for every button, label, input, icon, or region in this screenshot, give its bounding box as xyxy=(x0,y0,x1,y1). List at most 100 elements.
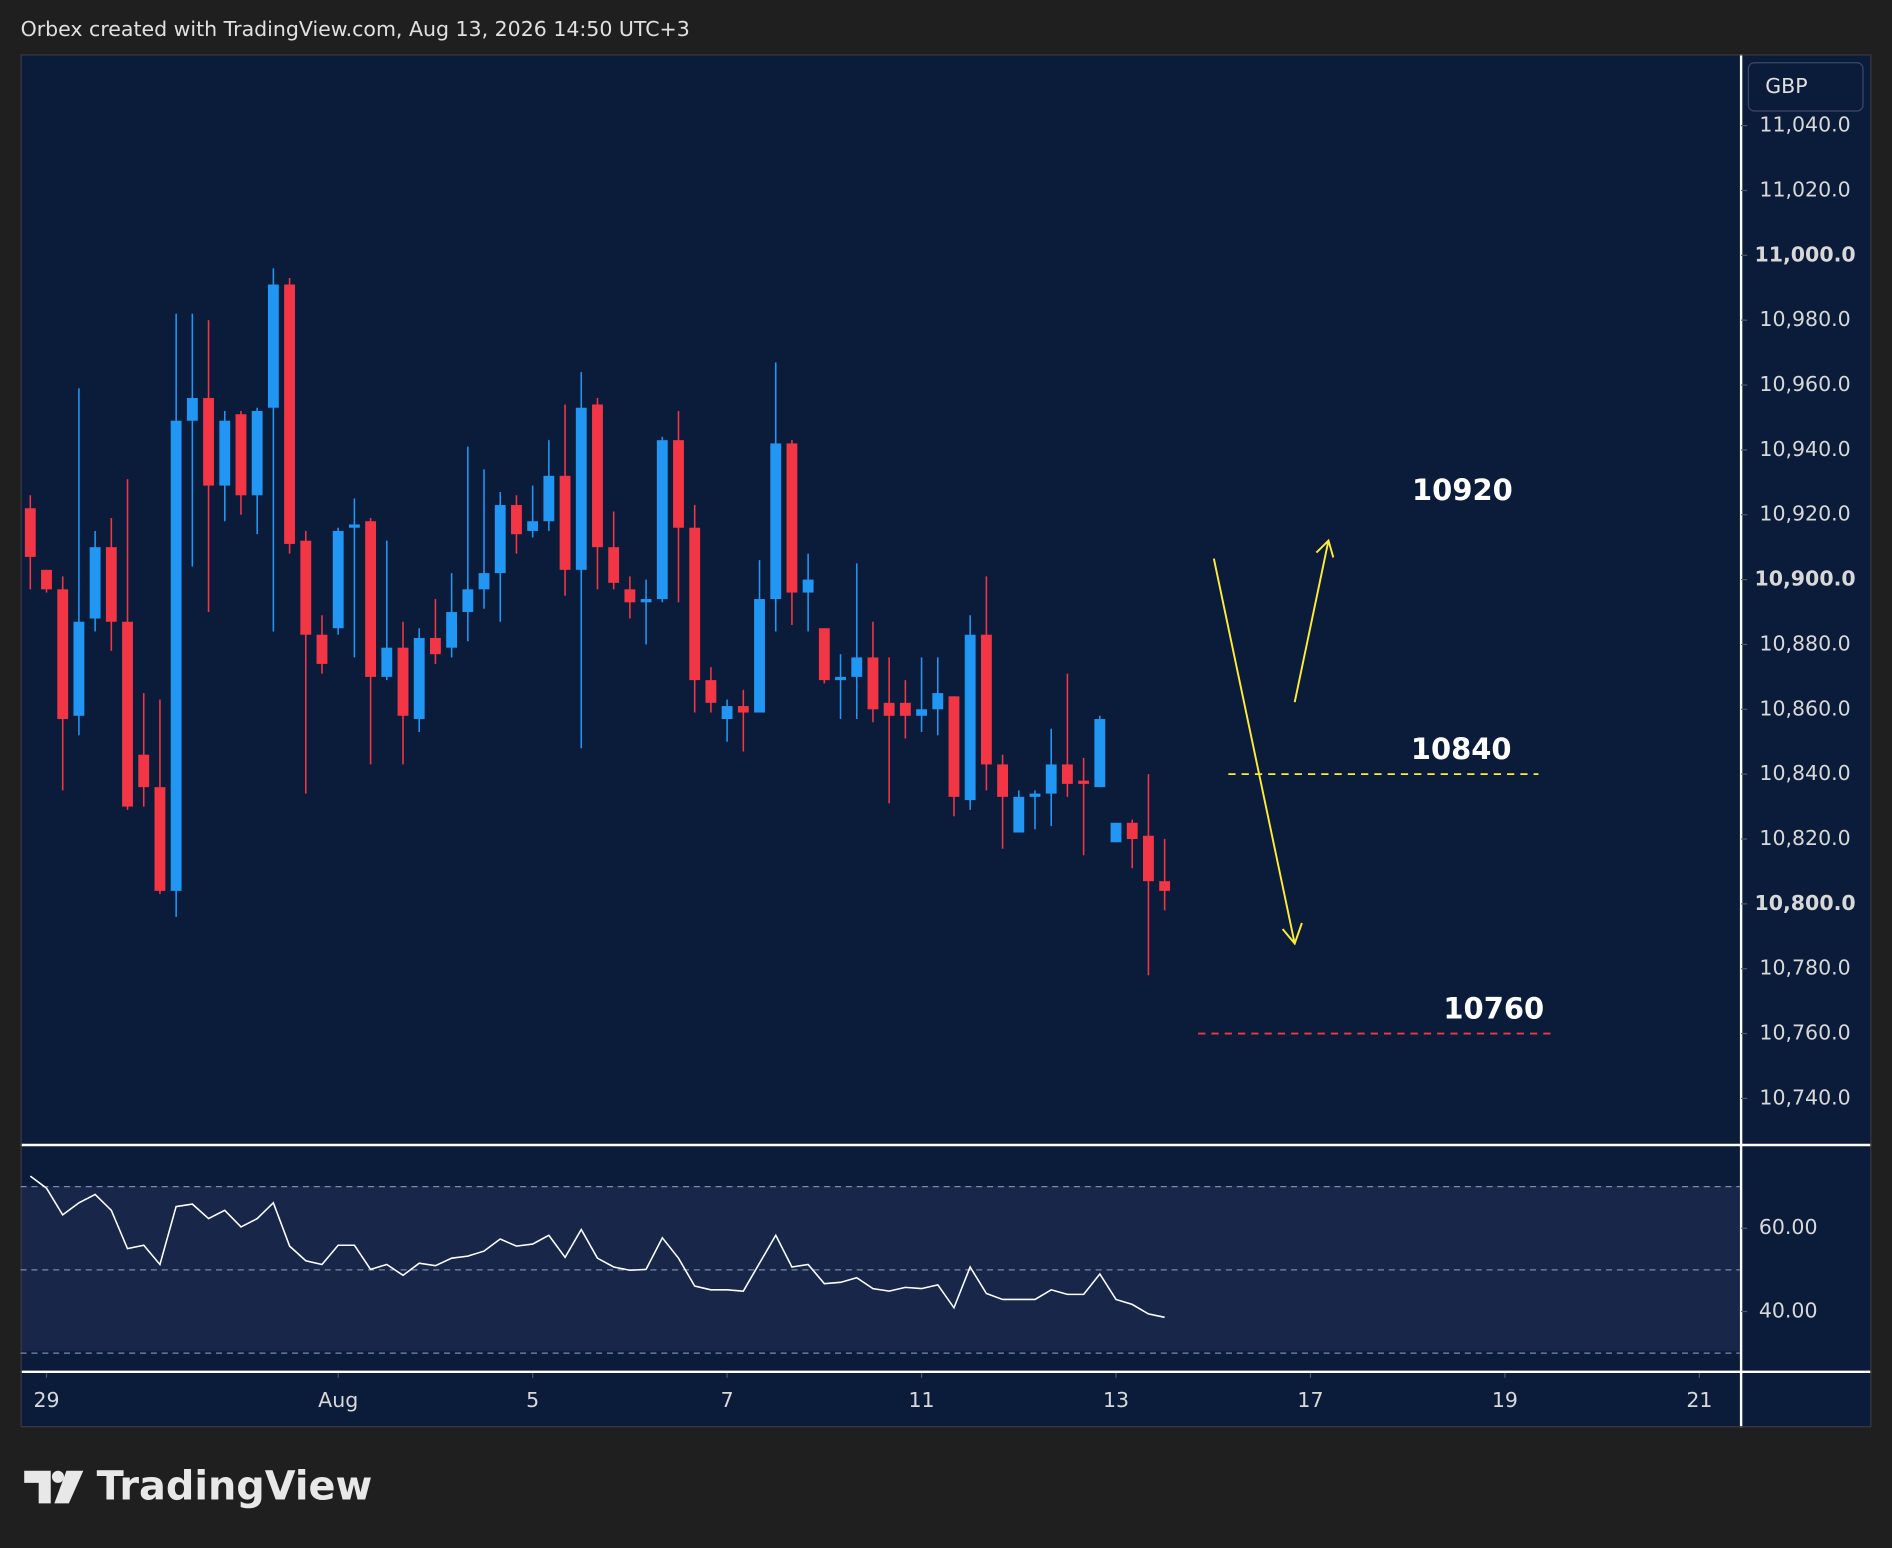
candle-body xyxy=(802,579,814,593)
candle-body xyxy=(300,540,312,635)
candle-body xyxy=(818,628,830,681)
candle-body xyxy=(154,787,166,891)
x-tick-label: 11 xyxy=(909,1388,935,1412)
x-tick-label: 17 xyxy=(1297,1388,1323,1412)
y-tick-label: 10,820.0 xyxy=(1759,826,1850,850)
y-tick-label: 11,040.0 xyxy=(1759,113,1850,137)
x-tick-label: 19 xyxy=(1492,1388,1518,1412)
candle-body xyxy=(251,410,263,496)
y-tick-label: 10,800.0 xyxy=(1754,891,1855,915)
candle-body xyxy=(592,404,603,548)
candle-body xyxy=(786,443,798,593)
candle-body xyxy=(397,647,409,716)
candle-body xyxy=(494,505,506,574)
x-tick-label: 29 xyxy=(33,1388,59,1412)
y-tick-label: 10,740.0 xyxy=(1759,1085,1850,1109)
candle-body xyxy=(867,657,879,710)
candle-body xyxy=(932,693,944,710)
brand-name: TradingView xyxy=(97,1463,373,1509)
candle-body xyxy=(948,696,960,797)
x-tick-label: 21 xyxy=(1686,1388,1712,1412)
y-tick-label: 10,880.0 xyxy=(1759,631,1850,655)
logo-mark xyxy=(51,1470,65,1483)
candle-body xyxy=(640,599,652,603)
candle-body xyxy=(365,521,377,677)
frame xyxy=(20,54,1872,1428)
candle-body xyxy=(1078,780,1090,784)
x-tick-label: Aug xyxy=(318,1388,358,1412)
candle-body xyxy=(1159,881,1171,891)
y-tick-label: 10,860.0 xyxy=(1759,696,1850,720)
plot: 11,040.0 11,020.0 11,000.0 10,980.0 10,960.0… xyxy=(20,113,1856,1412)
candle-body xyxy=(673,440,684,528)
candle-body xyxy=(316,634,328,664)
arrow-down xyxy=(1212,558,1303,946)
level-label: 10840 xyxy=(1411,732,1512,766)
candle-body xyxy=(348,524,360,528)
price-axis xyxy=(1739,54,1872,1372)
candle-body xyxy=(511,505,522,535)
candle-body xyxy=(721,706,733,720)
candle-body xyxy=(24,508,36,557)
candle-body xyxy=(235,414,247,496)
candle-body xyxy=(851,657,863,677)
candle-body xyxy=(57,589,69,720)
candle-body xyxy=(705,680,717,703)
candle-body xyxy=(332,530,344,629)
candle-body xyxy=(462,589,474,613)
y-tick-label: 60.00 xyxy=(1759,1215,1818,1239)
candle-body xyxy=(1029,793,1041,797)
candle-body xyxy=(997,764,1009,797)
candle-body xyxy=(770,443,782,600)
candle-body xyxy=(527,521,539,531)
candle-body xyxy=(835,676,846,681)
candle-body xyxy=(122,621,133,807)
candle-body xyxy=(916,709,927,716)
logo-mark xyxy=(24,1470,51,1504)
candle-body xyxy=(170,420,182,891)
candle-body xyxy=(559,475,571,570)
candle-body xyxy=(138,754,150,788)
candle-body xyxy=(689,527,701,681)
candle-body xyxy=(219,420,231,486)
candle-body xyxy=(1061,764,1073,784)
y-tick-label: 10,960.0 xyxy=(1759,372,1850,396)
candle-body xyxy=(105,547,117,622)
candle-body xyxy=(1126,822,1138,840)
candle-body xyxy=(899,702,911,716)
candle-body xyxy=(284,284,296,544)
candle-body xyxy=(478,573,490,590)
price-pane xyxy=(20,54,1740,1144)
candle-body xyxy=(381,647,393,677)
y-tick-label: 10,940.0 xyxy=(1759,437,1850,461)
candle-body xyxy=(413,637,425,720)
rsi-line xyxy=(29,1175,1165,1319)
candle-body xyxy=(73,621,85,716)
candle-body xyxy=(1094,719,1106,788)
candle-body xyxy=(1143,835,1154,882)
candle-body xyxy=(1013,796,1025,833)
currency-button[interactable] xyxy=(1747,62,1864,112)
candle-body xyxy=(186,398,198,421)
candle-body xyxy=(1110,822,1122,843)
candle-body xyxy=(41,569,52,590)
candle-body xyxy=(883,702,895,716)
y-tick-label: 11,020.0 xyxy=(1759,177,1850,201)
time-axis xyxy=(20,1371,1872,1428)
candle-body xyxy=(203,398,214,486)
logo-mark xyxy=(54,1470,84,1504)
candle-body xyxy=(267,284,279,408)
y-tick-label: 10,840.0 xyxy=(1759,761,1850,785)
currency-label: GBP xyxy=(1765,74,1807,98)
level-label: 10920 xyxy=(1412,473,1513,507)
x-tick-label: 7 xyxy=(721,1388,734,1412)
x-tick-label: 13 xyxy=(1103,1388,1129,1412)
forecast-arrows xyxy=(1212,538,1335,946)
y-tick-label: 10,780.0 xyxy=(1759,956,1850,980)
candle-body xyxy=(754,599,765,713)
candle-body xyxy=(624,589,636,603)
candle-body xyxy=(89,547,101,619)
candle-body xyxy=(737,706,749,713)
candle-body xyxy=(656,440,668,600)
